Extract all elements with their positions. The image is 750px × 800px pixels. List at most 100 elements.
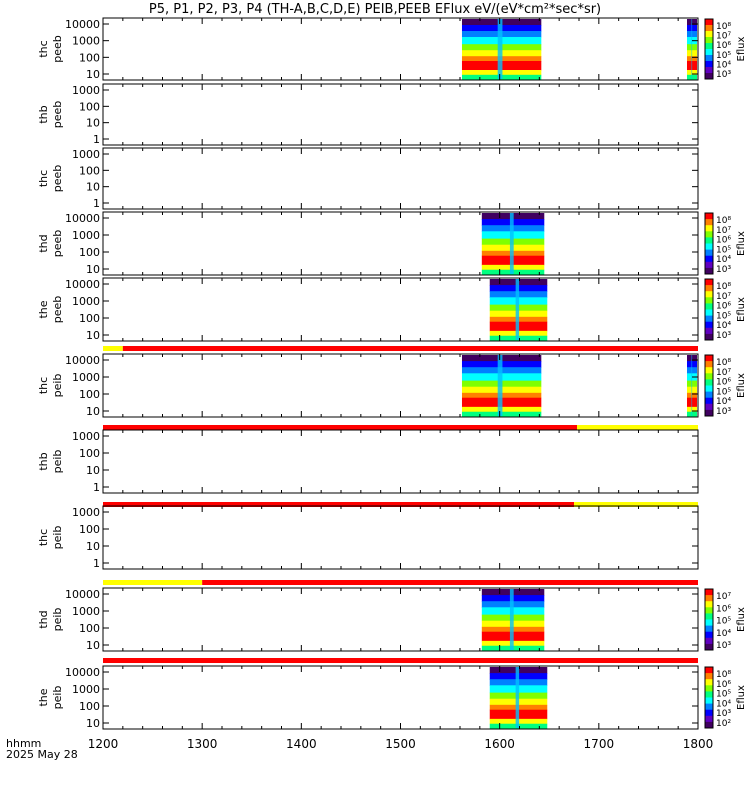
colorbar-tick-label: 10⁴ xyxy=(716,699,731,709)
y-axis-label: peib xyxy=(51,526,64,550)
y-axis-label: peib xyxy=(51,450,64,474)
colorbar-frame xyxy=(704,212,714,275)
x-tick-label: 1500 xyxy=(385,737,416,751)
colorbar-swatch xyxy=(705,291,713,298)
spectrogram-streak xyxy=(691,355,693,416)
colorbar-tick-label: 10⁴ xyxy=(716,60,731,70)
colorbar-swatch xyxy=(705,391,713,399)
y-tick-label: 10 xyxy=(86,540,100,553)
y-axis-label: peeb xyxy=(51,230,64,258)
panel-frame xyxy=(102,505,699,570)
x-tick-label: 1300 xyxy=(187,737,218,751)
spectrogram-streak xyxy=(497,19,503,79)
spectrogram-edge-block xyxy=(687,19,697,80)
colorbar-tick-label: 10⁷ xyxy=(716,292,731,302)
colorbar-swatch xyxy=(705,703,713,711)
panel-frame xyxy=(102,147,699,210)
colorbar-frame xyxy=(704,666,714,729)
y-tick-label: 1000 xyxy=(72,605,100,618)
y-tick-label: 100 xyxy=(79,100,100,113)
colorbar-swatch xyxy=(705,255,713,263)
y-tick-label: 1000 xyxy=(72,506,100,519)
colorbar-swatch xyxy=(705,721,713,729)
y-tick-label: 10 xyxy=(86,68,100,81)
x-tick-label: 1400 xyxy=(286,737,317,751)
y-tick-label: 1000 xyxy=(72,371,100,384)
y-axis-label: peeb xyxy=(51,35,64,63)
colorbar-tick-label: 10⁴ xyxy=(716,321,731,331)
colorbar-swatch xyxy=(705,619,713,627)
y-tick-label: 1000 xyxy=(72,683,100,696)
y-axis-label: thd xyxy=(37,610,50,628)
y-axis-label: peib xyxy=(51,686,64,710)
colorbar-swatch xyxy=(705,285,713,292)
colorbar-tick-label: 10⁸ xyxy=(716,22,731,32)
colorbar-swatch xyxy=(705,321,713,329)
y-axis-label: thb xyxy=(37,452,50,470)
colorbar-swatch xyxy=(705,327,713,335)
y-tick-label: 10 xyxy=(86,464,100,477)
spectrogram-streak xyxy=(509,589,514,650)
colorbar-swatch xyxy=(705,691,713,698)
y-axis-label: peeb xyxy=(51,101,64,129)
spectrogram-streak xyxy=(497,355,503,416)
colorbar-tick-label: 10⁸ xyxy=(716,358,731,368)
colorbar-label: Eflux xyxy=(736,685,747,710)
colorbar-tick-label: 10⁶ xyxy=(716,680,731,690)
colorbar-swatch xyxy=(705,373,713,380)
colorbar-swatch xyxy=(705,385,713,393)
colorbar-swatch xyxy=(705,279,713,286)
colorbar-tick-label: 10⁵ xyxy=(716,51,731,61)
y-tick-label: 10 xyxy=(86,117,100,130)
status-bar-segment xyxy=(103,658,698,663)
y-tick-label: 10 xyxy=(86,639,100,652)
colorbar-tick-label: 10³ xyxy=(716,265,731,275)
colorbar-swatch xyxy=(705,361,713,368)
colorbar-swatch xyxy=(705,409,713,417)
colorbar-swatch xyxy=(705,607,713,614)
y-tick-label: 1000 xyxy=(72,84,100,97)
y-axis-label: thc xyxy=(37,529,50,546)
x-tick-label: 1700 xyxy=(584,737,615,751)
panel-frame xyxy=(102,277,699,342)
colorbar-swatch xyxy=(705,601,713,608)
colorbar-swatch xyxy=(705,49,713,56)
colorbar-swatch xyxy=(705,673,713,680)
y-tick-label: 100 xyxy=(79,312,100,325)
y-axis-label: peeb xyxy=(51,296,64,324)
colorbar-swatch xyxy=(705,25,713,32)
y-tick-label: 10 xyxy=(86,717,100,730)
panel-frame xyxy=(102,665,699,730)
colorbar-swatch xyxy=(705,697,713,705)
colorbar-tick-label: 10⁵ xyxy=(716,387,731,397)
colorbar-tick-label: 10³ xyxy=(716,407,731,417)
colorbar-swatch xyxy=(705,709,713,717)
colorbar-swatch xyxy=(705,637,713,645)
y-tick-label: 100 xyxy=(79,523,100,536)
colorbar-frame xyxy=(704,278,714,341)
colorbar-tick-label: 10⁷ xyxy=(716,368,731,378)
colorbar-swatch xyxy=(705,249,713,257)
y-tick-label: 100 xyxy=(79,51,100,64)
colorbar-swatch xyxy=(705,667,713,674)
colorbar-frame xyxy=(704,18,714,80)
panel-frame xyxy=(102,17,699,81)
status-bar-segment xyxy=(103,346,123,351)
x-axis-date-label: 2025 May 28 xyxy=(6,748,78,761)
y-axis-label: the xyxy=(37,300,50,318)
colorbar-swatch xyxy=(705,213,713,220)
colorbar-swatch xyxy=(705,355,713,362)
colorbar-swatch xyxy=(705,237,713,244)
x-tick-label: 1800 xyxy=(683,737,714,751)
colorbar-swatch xyxy=(705,685,713,692)
colorbar-swatch xyxy=(705,625,713,633)
y-tick-label: 1 xyxy=(93,481,100,494)
spectrogram-block xyxy=(461,19,542,80)
chart-title: P5, P1, P2, P3, P4 (TH-A,B,C,D,E) PEIB,P… xyxy=(148,2,602,17)
colorbar-swatch xyxy=(705,315,713,323)
panel-frame xyxy=(102,353,699,418)
colorbar-swatch xyxy=(705,225,713,232)
spectrogram-block xyxy=(461,355,542,417)
colorbar-swatch xyxy=(705,397,713,405)
